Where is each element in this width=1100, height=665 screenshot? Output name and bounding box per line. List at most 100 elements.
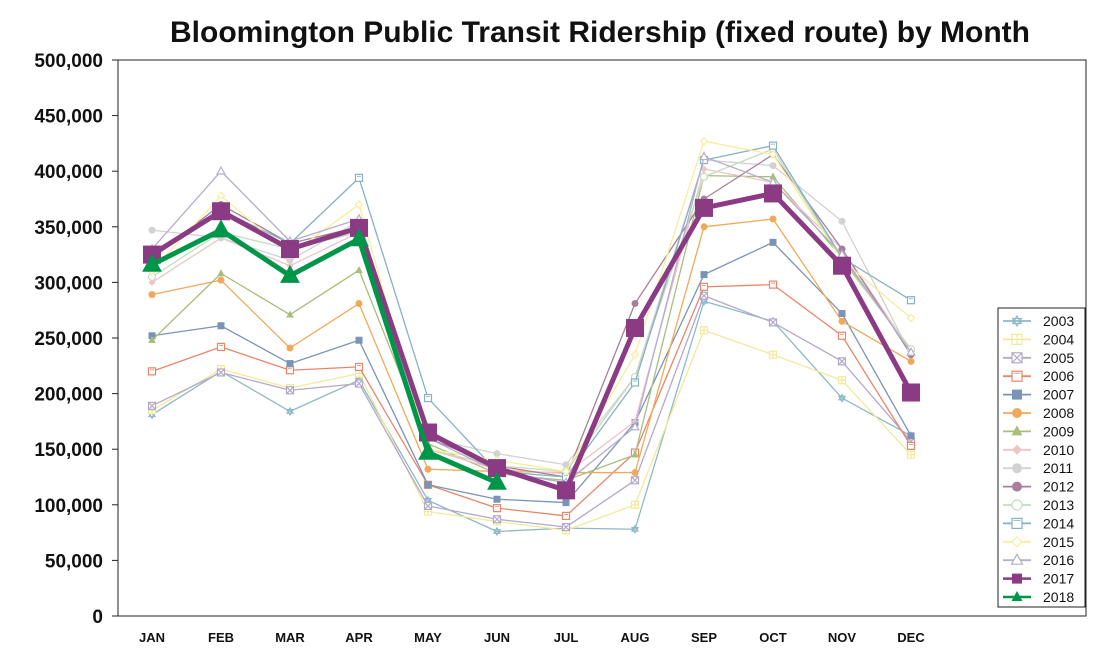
legend-label: 2005 <box>1043 350 1074 366</box>
data-point-2006 <box>354 362 364 372</box>
legend-marker <box>1011 517 1023 530</box>
series-line-2005 <box>151 295 912 528</box>
data-point-2015 <box>354 200 364 209</box>
series-line-2018 <box>150 227 498 485</box>
data-point-2016 <box>216 165 226 175</box>
x-axis: JAN FEB MAR APR MAY JUN JUL AUG SEP OCT NOV DEC <box>139 630 925 645</box>
data-point-2006 <box>906 441 916 450</box>
data-point-2011 <box>838 217 846 225</box>
legend-item-2013: 2013 <box>1003 497 1074 513</box>
series-2006 <box>147 280 916 521</box>
data-point-2017 <box>557 481 575 500</box>
y-tick-label: 400,000 <box>34 162 103 183</box>
legend-item-2005: 2005 <box>1003 350 1074 366</box>
data-point-2017 <box>902 383 920 402</box>
legend-label: 2009 <box>1043 423 1074 439</box>
data-point-2017 <box>350 218 368 237</box>
data-point-2004 <box>699 326 709 335</box>
legend-label: 2015 <box>1043 534 1074 550</box>
x-tick-label: JUL <box>554 630 579 645</box>
legend-item-2010: 2010 <box>1003 442 1074 458</box>
series-2007 <box>148 238 915 507</box>
x-tick-label: DEC <box>897 630 925 645</box>
legend-marker <box>1011 425 1023 436</box>
data-point-2007 <box>907 432 915 440</box>
data-point-2011 <box>148 226 156 234</box>
legend-item-2006: 2006 <box>1003 368 1074 384</box>
legend: 2003 2004 2005 2006 2007 2008 2009 2010 2011 2012… <box>997 307 1086 608</box>
data-point-2006 <box>561 511 571 521</box>
x-tick-label: JAN <box>139 630 165 645</box>
data-point-2006 <box>837 331 847 340</box>
legend-label: 2011 <box>1043 460 1073 476</box>
legend-marker <box>1010 552 1024 565</box>
legend-label: 2003 <box>1043 313 1074 329</box>
plot-frame <box>117 59 1087 617</box>
data-point-2014 <box>768 141 778 150</box>
y-tick-label: 350,000 <box>34 218 103 239</box>
data-point-2008 <box>148 291 156 299</box>
data-point-2015 <box>768 150 778 159</box>
y-tick-label: 200,000 <box>34 385 103 406</box>
data-point-2006 <box>492 504 502 513</box>
legend-label: 2016 <box>1043 552 1074 568</box>
data-point-2017 <box>695 198 713 217</box>
data-point-2003 <box>630 524 640 534</box>
y-tick-label: 300,000 <box>34 273 103 294</box>
legend-label: 2007 <box>1043 387 1074 403</box>
legend-marker <box>1011 370 1023 382</box>
legend-marker <box>1012 573 1022 584</box>
legend-label: 2012 <box>1043 479 1074 495</box>
data-point-2011 <box>769 162 777 170</box>
data-point-2005 <box>630 476 640 485</box>
legend-item-2017: 2017 <box>1003 571 1074 587</box>
x-tick-label: NOV <box>828 630 857 645</box>
legend-item-2011: 2011 <box>1003 460 1073 476</box>
data-point-2017 <box>488 459 506 478</box>
data-point-2015 <box>906 313 916 323</box>
series-2005 <box>147 291 916 532</box>
series-line-2012 <box>151 153 912 478</box>
y-tick-label: 500,000 <box>34 51 103 72</box>
series-2003 <box>147 296 916 537</box>
legend-marker <box>1011 352 1023 364</box>
legend-marker <box>1011 314 1023 328</box>
legend-marker <box>1012 444 1022 455</box>
x-tick-label: JUN <box>484 630 510 645</box>
data-point-2006 <box>699 282 709 291</box>
data-point-2007 <box>493 495 501 503</box>
data-point-2004 <box>837 376 847 385</box>
data-point-2008 <box>355 300 363 308</box>
data-point-2009 <box>148 336 156 344</box>
series-2017 <box>143 184 920 500</box>
y-tick-label: 250,000 <box>34 329 103 350</box>
series-2016 <box>147 151 916 486</box>
y-tick-label: 0 <box>92 607 103 628</box>
data-point-2018 <box>487 471 507 490</box>
series-line-2011 <box>151 159 912 466</box>
data-point-2010 <box>148 278 156 286</box>
series-line-2010 <box>151 168 912 475</box>
data-point-2016 <box>699 151 709 161</box>
x-tick-label: OCT <box>759 630 787 645</box>
series-2004 <box>147 326 916 535</box>
legend-label: 2010 <box>1043 442 1074 458</box>
x-tick-label: MAR <box>275 630 305 645</box>
legend-item-2004: 2004 <box>1003 331 1074 347</box>
data-point-2018 <box>349 228 369 247</box>
data-point-2009 <box>217 269 225 277</box>
data-point-2015 <box>561 467 571 476</box>
legend-item-2007: 2007 <box>1003 387 1074 403</box>
data-point-2014 <box>423 393 433 403</box>
data-point-2012 <box>838 245 846 253</box>
series-line-2004 <box>151 329 912 532</box>
data-point-2005 <box>768 318 778 327</box>
data-point-2006 <box>216 342 226 351</box>
data-point-2003 <box>837 393 847 403</box>
data-point-2008 <box>424 465 432 473</box>
data-point-2004 <box>630 500 640 509</box>
legend-item-2018: 2018 <box>1003 589 1074 605</box>
data-point-2007 <box>838 310 846 318</box>
data-point-2017 <box>626 318 644 337</box>
data-point-2008 <box>700 223 708 231</box>
